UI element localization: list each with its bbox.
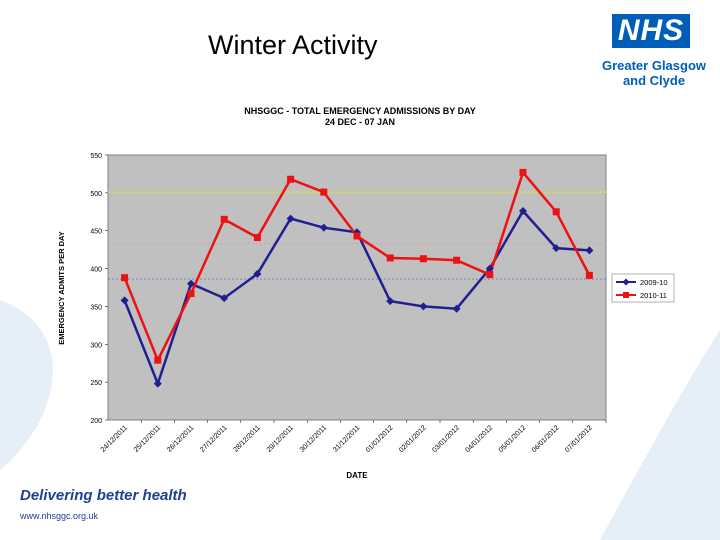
data-point-2010-11 [253,234,261,242]
x-tick-label: 04/01/2012 [464,424,494,454]
data-point-2009-10 [286,214,295,223]
y-tick-label: 250 [90,380,102,387]
x-tick-label: 26/12/2011 [166,424,195,453]
legend-marker [623,292,629,298]
data-point-2010-11 [287,175,295,183]
data-point-2009-10 [187,279,195,288]
x-tick-label: 06/01/2012 [531,424,561,454]
data-point-2009-10 [485,264,494,273]
legend-label: 2009-10 [640,278,668,287]
data-point-2009-10 [220,294,229,303]
x-tick-label: 07/01/2012 [564,424,594,454]
x-tick-label: 29/12/2011 [266,424,295,453]
y-tick-label: 200 [90,418,102,425]
legend-label: 2010-11 [640,291,667,300]
nhs-board-name: Greater Glasgow and Clyde [601,58,707,88]
nhs-logo: NHS Greater Glasgow and Clyde [598,12,710,92]
y-tick-label: 350 [90,304,102,311]
legend-box [611,273,675,303]
y-axis-label: EMERGENCY ADMITS PER DAY [57,231,66,345]
data-point-2010-11 [419,255,427,263]
data-point-2009-10 [585,246,594,255]
data-point-2009-10 [386,297,395,306]
x-tick-label: 05/01/2012 [498,424,528,454]
data-point-2009-10 [452,304,461,313]
data-point-2010-11 [220,215,228,223]
x-tick-label: 02/01/2012 [398,424,428,454]
x-tick-label: 27/12/2011 [199,424,228,453]
data-point-2010-11 [121,274,129,282]
chart-subtitle: 24 DEC - 07 JAN [325,117,395,127]
x-tick-label: 24/12/2011 [100,424,129,453]
plot-area [107,154,607,421]
y-tick-label: 500 [90,191,102,198]
y-tick-label: 550 [90,153,102,160]
x-tick-label: 28/12/2011 [232,424,261,453]
y-tick-label: 400 [90,267,102,274]
data-point-2009-10 [253,269,262,278]
data-point-2009-10 [319,223,328,232]
x-axis-label: DATE [346,471,368,480]
x-tick-label: 31/12/2011 [332,424,361,453]
y-tick-label: 450 [90,229,102,236]
data-point-2009-10 [153,379,162,388]
footer-tagline: Delivering better health [20,487,187,504]
x-tick-label: 25/12/2011 [133,424,162,453]
chart-title: NHSGGC - TOTAL EMERGENCY ADMISSIONS BY D… [244,106,476,116]
data-point-2009-10 [419,302,428,311]
data-point-2009-10 [519,207,527,216]
legend-marker [622,278,630,286]
data-point-2009-10 [120,296,129,305]
data-point-2010-11 [519,168,527,176]
data-point-2010-11 [154,356,162,364]
data-point-2009-10 [552,244,561,253]
footer-url: www.nhsggc.org.uk [20,511,99,521]
data-point-2010-11 [187,290,195,298]
legend: 2009-10 2010-11 [611,273,675,303]
slide-title: Winter Activity [208,30,378,60]
data-point-2010-11 [453,256,461,264]
x-tick-label: 03/01/2012 [431,424,461,454]
nhs-logo-mark: NHS [612,14,690,48]
data-point-2010-11 [585,271,593,279]
data-point-2010-11 [353,232,361,240]
data-point-2010-11 [386,254,394,262]
y-tick-label: 300 [90,342,102,349]
x-tick-label: 01/01/2012 [365,424,395,454]
data-point-2010-11 [552,208,560,216]
data-point-2010-11 [486,271,494,279]
data-point-2010-11 [320,188,328,196]
x-tick-label: 30/12/2011 [299,424,328,453]
